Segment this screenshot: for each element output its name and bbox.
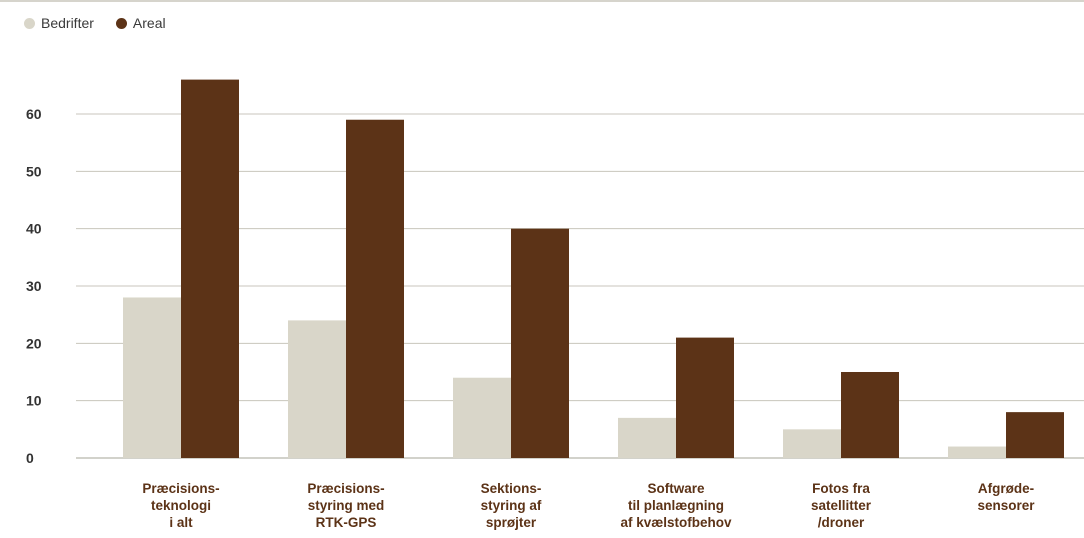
y-tick-label: 10 (26, 393, 42, 409)
bar-areal (676, 337, 734, 458)
legend-item-bedrifter: Bedrifter (24, 15, 94, 31)
grid-layer (76, 113, 1084, 459)
legend-item-areal: Areal (115, 15, 166, 31)
x-tick-label: Fotos fra satellitter/droner (811, 481, 872, 530)
bar-areal (841, 372, 899, 458)
y-tick-label: 40 (26, 221, 42, 237)
y-tick-label: 50 (26, 163, 42, 179)
bar-bedrifter (453, 377, 511, 458)
x-tick-label-line: styring af (481, 498, 542, 513)
x-tick-label-line: sprøjter (486, 515, 537, 530)
bar-bedrifter (288, 320, 346, 458)
bar-areal (346, 119, 404, 458)
bar-bedrifter (948, 446, 1006, 458)
bar-bedrifter (783, 429, 841, 458)
x-tick-label-line: sensorer (977, 498, 1035, 513)
legend-swatch-areal (115, 17, 127, 29)
y-tick-label: 20 (26, 335, 42, 351)
bar-bedrifter (618, 417, 676, 458)
legend-label-bedrifter: Bedrifter (41, 15, 94, 31)
bar-areal (511, 228, 569, 458)
x-tick-label-line: Afgrøde- (978, 481, 1034, 496)
bar-bedrifter (123, 297, 181, 458)
x-tick-label-line: /droner (818, 515, 865, 530)
bar-layer (123, 79, 1064, 458)
x-tick-label-line: Præcisions- (307, 481, 384, 496)
x-tick-label-line: teknologi (151, 498, 211, 513)
x-tick-label-line: styring med (308, 498, 385, 513)
y-tick-label: 30 (26, 278, 42, 294)
x-tick-label-line: RTK-GPS (316, 515, 377, 530)
x-tick-label: Software til planlægning af kvælstofbehov (620, 481, 732, 530)
y-tick-label: 60 (26, 106, 42, 122)
x-tick-label: Præcisions-styring med RTK-GPS (307, 481, 384, 530)
x-tick-label: Afgrøde-sensorer (977, 481, 1035, 513)
legend-label-areal: Areal (132, 15, 166, 31)
x-tick-label-line: i alt (169, 515, 193, 530)
x-tick-label-line: Software (647, 481, 705, 496)
x-tick-label: Sektions-styring af sprøjter (481, 481, 542, 530)
x-tick-label-line: af kvælstofbehov (620, 515, 732, 530)
x-tick-label-line: Fotos fra (812, 481, 870, 496)
legend: Bedrifter Areal (24, 15, 166, 31)
legend-swatch-bedrifter (24, 17, 35, 29)
y-tick-label: 0 (26, 450, 34, 466)
x-tick-label-line: satellitter (811, 498, 872, 513)
bar-areal (1006, 412, 1064, 458)
x-tick-label-line: til planlægning (628, 498, 724, 513)
bar-areal (181, 79, 239, 458)
x-tick-label-line: Præcisions- (142, 481, 219, 496)
x-tick-label-line: Sektions- (481, 481, 542, 496)
x-tick-label: Præcisions-teknologi i alt (142, 481, 219, 530)
